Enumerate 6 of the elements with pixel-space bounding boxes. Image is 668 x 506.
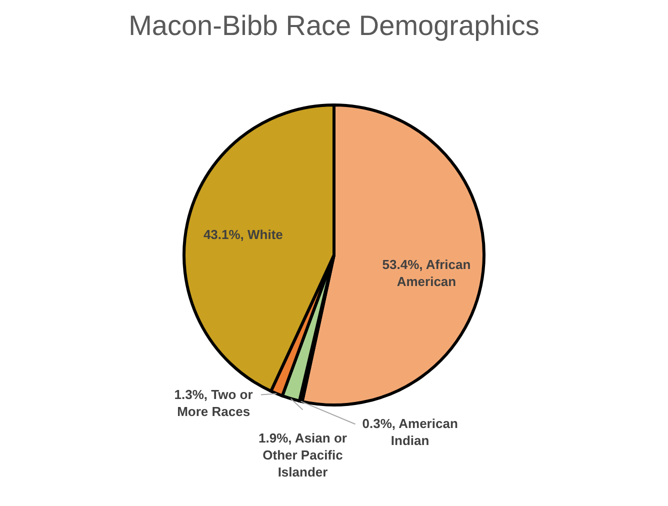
slice-label: 43.1%, White (203, 227, 283, 242)
chart-title: Macon-Bibb Race Demographics (128, 10, 540, 41)
slice-label: 1.3%, Two or More Races (174, 386, 253, 419)
slice-label: 0.3%, American Indian (362, 416, 458, 448)
slice-label: 53.4%, African American (382, 256, 471, 289)
slice-label: 1.9%, Asian or Other Pacific Islander (258, 430, 347, 480)
